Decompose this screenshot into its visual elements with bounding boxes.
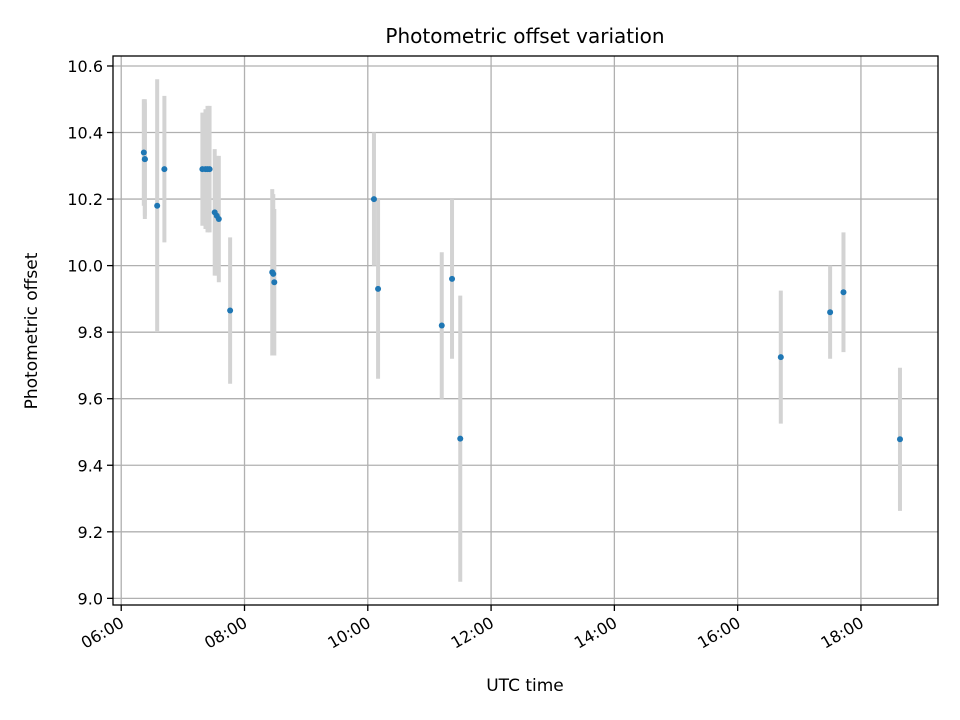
grid: [113, 56, 938, 605]
y-tick-label: 10.0: [67, 257, 103, 276]
data-point: [215, 216, 222, 223]
data-point: [449, 275, 456, 282]
data-point: [777, 354, 784, 361]
plot-frame: [112, 55, 939, 606]
data-point: [270, 270, 277, 277]
data-point: [370, 196, 377, 203]
y-tick-label: 10.4: [67, 124, 103, 143]
data-point: [227, 307, 234, 314]
y-tick-label: 9.0: [78, 589, 103, 608]
data-point: [140, 149, 147, 156]
data-point: [161, 166, 168, 173]
y-tick-label: 9.6: [78, 390, 103, 409]
data-point: [206, 166, 213, 173]
y-tick-label: 9.4: [78, 456, 103, 475]
x-axis-label: UTC time: [486, 676, 564, 696]
data-point: [457, 435, 464, 442]
data-point: [896, 436, 903, 443]
y-tick-label: 9.8: [78, 323, 103, 342]
y-tick-label: 9.2: [78, 523, 103, 542]
y-tick-label: 10.2: [67, 190, 103, 209]
chart-title: Photometric offset variation: [385, 24, 664, 48]
data-point: [438, 322, 445, 329]
y-axis-label: Photometric offset: [22, 252, 42, 409]
data-point: [154, 202, 161, 209]
data-point: [840, 289, 847, 296]
y-axis: 9.0 9.2 9.4 9.6 9.8 10.0 10.2 10.4 10.6: [67, 57, 113, 608]
data-point: [271, 279, 278, 286]
data-point: [375, 285, 382, 292]
data-point: [141, 156, 148, 163]
data-point: [827, 309, 834, 316]
y-tick-label: 10.6: [67, 57, 103, 76]
data-points: [140, 149, 903, 443]
